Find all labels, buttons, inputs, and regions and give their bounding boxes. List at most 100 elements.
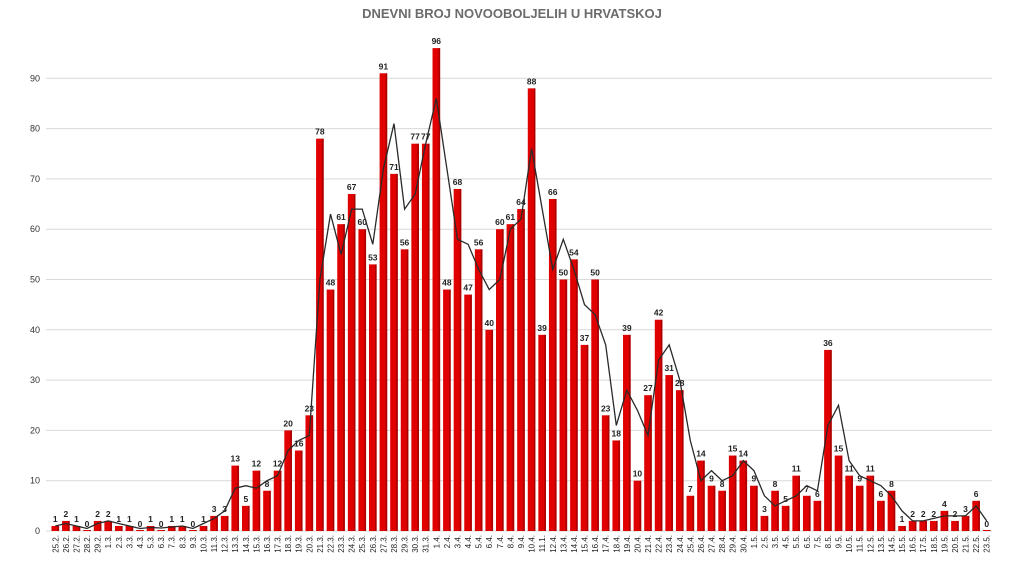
bar-body bbox=[802, 495, 811, 531]
data-label: 14 bbox=[696, 449, 706, 459]
bar-shade bbox=[142, 530, 144, 531]
bar-body bbox=[972, 500, 980, 531]
bar-shade bbox=[258, 470, 261, 531]
data-label: 23 bbox=[601, 403, 611, 413]
data-label: 3 bbox=[963, 504, 968, 514]
x-tick-label: 26.2. bbox=[62, 535, 71, 553]
bar bbox=[591, 279, 599, 531]
bar-body bbox=[707, 485, 716, 531]
data-label: 61 bbox=[506, 212, 516, 222]
bar bbox=[178, 525, 187, 531]
data-label: 3 bbox=[762, 504, 767, 514]
x-tick-label: 9.5. bbox=[835, 535, 844, 548]
data-label: 11 bbox=[792, 464, 801, 474]
bar bbox=[369, 264, 377, 531]
bar-body bbox=[792, 475, 801, 531]
bar-shade bbox=[671, 375, 673, 531]
bar bbox=[241, 505, 250, 531]
x-tick-label: 8.5. bbox=[824, 535, 833, 548]
bar-shade bbox=[173, 525, 176, 531]
bar bbox=[908, 520, 917, 531]
data-label: 7 bbox=[688, 484, 693, 494]
bar-shade bbox=[766, 515, 769, 531]
y-tick-label: 90 bbox=[30, 73, 40, 83]
data-label: 0 bbox=[138, 519, 143, 529]
bar-body bbox=[369, 264, 377, 531]
bar-shade bbox=[343, 224, 345, 532]
y-tick-label: 70 bbox=[30, 174, 40, 184]
x-tick-label: 9.3. bbox=[189, 535, 198, 548]
bar bbox=[305, 415, 314, 531]
bar-shade bbox=[819, 500, 822, 531]
bar bbox=[263, 490, 271, 531]
bar-body bbox=[908, 520, 917, 531]
data-label: 77 bbox=[410, 132, 420, 142]
data-label: 20 bbox=[283, 418, 293, 428]
data-label: 40 bbox=[485, 318, 495, 328]
bar-shade bbox=[78, 525, 81, 531]
bar bbox=[167, 525, 176, 531]
data-label: 1 bbox=[53, 514, 58, 524]
bar-body bbox=[167, 525, 176, 531]
data-label: 48 bbox=[442, 278, 452, 288]
bar-body bbox=[51, 525, 60, 531]
bar bbox=[146, 525, 155, 531]
bar-shade bbox=[247, 505, 250, 531]
bar bbox=[421, 143, 430, 531]
data-label: 0 bbox=[984, 519, 989, 529]
x-tick-label: 18.5. bbox=[930, 535, 939, 553]
bar-shade bbox=[660, 319, 663, 531]
bar-body bbox=[982, 530, 991, 531]
data-label: 12 bbox=[252, 459, 262, 469]
x-tick-label: 11.1. bbox=[538, 535, 547, 552]
bar-shade bbox=[925, 520, 928, 531]
bar-body bbox=[114, 525, 123, 531]
bar-shade bbox=[597, 279, 599, 531]
bar-body bbox=[178, 525, 187, 531]
x-tick-label: 1.5. bbox=[750, 535, 759, 548]
bar-shade bbox=[438, 48, 441, 532]
bar-shade bbox=[957, 520, 959, 531]
bar-body bbox=[263, 490, 271, 531]
bar-body bbox=[273, 470, 282, 531]
bar-body bbox=[517, 209, 525, 531]
x-tick-label: 25.4. bbox=[686, 535, 695, 553]
bar-shade bbox=[374, 264, 377, 531]
bar-shade bbox=[237, 465, 240, 531]
data-label: 6 bbox=[878, 489, 883, 499]
y-tick-label: 30 bbox=[30, 375, 40, 385]
bar bbox=[390, 173, 398, 531]
bar-body bbox=[104, 520, 113, 531]
bar-body bbox=[390, 173, 398, 531]
x-tick-label: 17.3. bbox=[274, 535, 283, 553]
bar bbox=[612, 440, 621, 531]
bar-body bbox=[453, 188, 462, 531]
bar-body bbox=[93, 520, 102, 531]
bar-shade bbox=[459, 188, 462, 531]
x-tick-label: 19.3. bbox=[295, 535, 304, 553]
bar-shade bbox=[311, 415, 314, 531]
bar bbox=[845, 475, 853, 531]
data-label: 2 bbox=[931, 509, 936, 519]
data-label: 12 bbox=[273, 459, 283, 469]
data-label: 8 bbox=[889, 479, 894, 489]
bar-shade bbox=[195, 530, 197, 531]
data-label: 11 bbox=[866, 464, 875, 474]
bar-shade bbox=[512, 224, 515, 532]
bar bbox=[866, 475, 875, 531]
bar bbox=[739, 460, 748, 531]
bar-body bbox=[62, 520, 70, 531]
x-tick-label: 20.5. bbox=[951, 535, 960, 553]
x-tick-label: 14.3. bbox=[242, 535, 251, 553]
bar-shade bbox=[967, 515, 970, 531]
bar-body bbox=[358, 229, 367, 531]
x-tick-label: 28.4. bbox=[718, 535, 727, 553]
data-label: 54 bbox=[569, 247, 579, 257]
bar-body bbox=[474, 249, 483, 531]
bar-body bbox=[379, 73, 388, 532]
x-tick-label: 29.2. bbox=[94, 535, 103, 553]
bar-body bbox=[961, 515, 970, 531]
x-tick-label: 6.3. bbox=[157, 535, 166, 548]
bar-body bbox=[337, 224, 345, 532]
data-label: 53 bbox=[368, 252, 378, 262]
